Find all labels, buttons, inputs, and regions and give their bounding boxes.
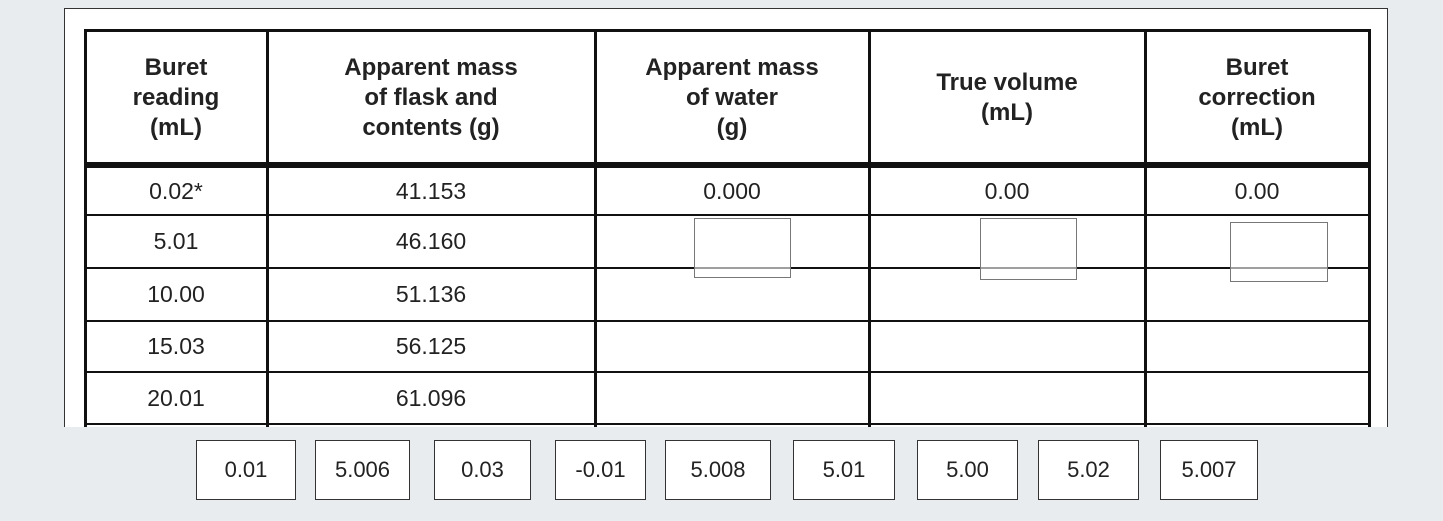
drop-zone[interactable] bbox=[694, 218, 791, 278]
table-cell: 51.136 bbox=[395, 281, 467, 307]
drop-zone[interactable] bbox=[980, 218, 1077, 280]
header-cell: Buret reading (mL) bbox=[85, 29, 267, 167]
question-image: Buret reading (mL) Apparent mass of flask an… bbox=[64, 8, 1388, 427]
table-cell: 61.096 bbox=[395, 384, 467, 411]
header-line: (mL) bbox=[150, 114, 202, 141]
drag-choice[interactable]: 0.03 bbox=[434, 440, 531, 500]
drag-choice[interactable]: 5.006 bbox=[315, 440, 410, 500]
table-cell: 56.125 bbox=[395, 333, 467, 359]
table-border bbox=[85, 423, 1369, 425]
drop-zone[interactable] bbox=[1230, 222, 1328, 282]
table-cell: 41.153 bbox=[395, 177, 467, 204]
drag-choice[interactable]: 5.01 bbox=[793, 440, 895, 500]
table-border bbox=[868, 29, 871, 427]
drag-choice[interactable]: 5.02 bbox=[1038, 440, 1139, 500]
header-line: correction bbox=[1198, 84, 1316, 111]
drag-choice[interactable]: 5.008 bbox=[665, 440, 771, 500]
header-line: reading bbox=[132, 84, 220, 111]
table-border bbox=[85, 320, 1369, 322]
table-border bbox=[1144, 29, 1147, 427]
header-line: (mL) bbox=[981, 99, 1033, 126]
header-cell: True volume (mL) bbox=[869, 29, 1145, 167]
table-cell: 46.160 bbox=[395, 228, 467, 254]
header-cell: Apparent mass of flask and contents (g) bbox=[267, 29, 595, 167]
header-cell: Buret correction (mL) bbox=[1145, 29, 1369, 167]
header-cell: Apparent mass of water (g) bbox=[595, 29, 869, 167]
table-border bbox=[594, 29, 597, 427]
table-border bbox=[85, 371, 1369, 373]
header-line: (mL) bbox=[1231, 114, 1283, 141]
table-border bbox=[266, 29, 269, 427]
table-cell: 0.02* bbox=[149, 177, 203, 204]
table-border bbox=[85, 214, 1369, 216]
drag-choice[interactable]: 0.01 bbox=[196, 440, 296, 500]
header-line: of flask and bbox=[364, 84, 498, 111]
header-line: of water bbox=[685, 84, 778, 111]
table-cell: 15.03 bbox=[147, 333, 205, 359]
table-cell: 20.01 bbox=[147, 384, 205, 411]
drag-choice[interactable]: 5.007 bbox=[1160, 440, 1258, 500]
table-cell: 10.00 bbox=[147, 281, 205, 307]
header-line: True volume bbox=[936, 69, 1078, 96]
header-line: Apparent mass bbox=[344, 54, 518, 81]
drag-choice[interactable]: -0.01 bbox=[555, 440, 646, 500]
table-cell: 0.000 bbox=[703, 177, 761, 204]
table-cell: 0.00 bbox=[1234, 177, 1280, 204]
header-line: Buret bbox=[1225, 54, 1289, 81]
header-line: (g) bbox=[716, 114, 748, 141]
header-line: contents (g) bbox=[362, 114, 500, 141]
drag-choice[interactable]: 5.00 bbox=[917, 440, 1018, 500]
table-border bbox=[84, 29, 87, 427]
header-line: Buret bbox=[144, 54, 208, 81]
header-line: Apparent mass bbox=[645, 54, 819, 81]
table-border bbox=[1368, 29, 1371, 427]
table-cell: 5.01 bbox=[153, 228, 199, 254]
table-border bbox=[85, 162, 1369, 168]
table-border bbox=[85, 29, 1369, 32]
table-cell: 0.00 bbox=[984, 177, 1030, 204]
